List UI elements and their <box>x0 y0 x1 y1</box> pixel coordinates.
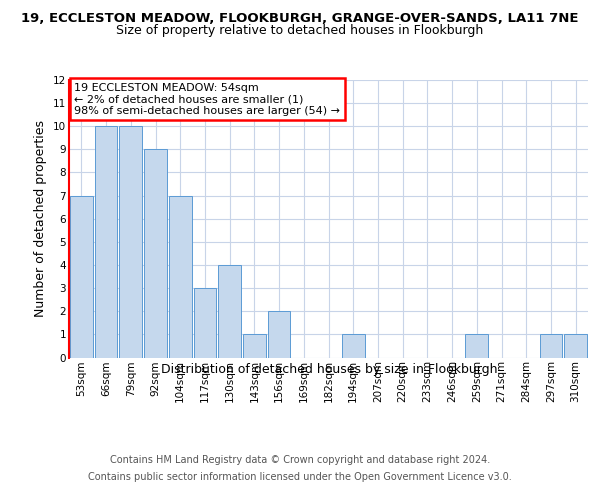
Bar <box>144 150 167 358</box>
Bar <box>268 311 290 358</box>
Bar <box>218 265 241 358</box>
Bar <box>169 196 191 358</box>
Text: Distribution of detached houses by size in Flookburgh: Distribution of detached houses by size … <box>161 362 497 376</box>
Text: Size of property relative to detached houses in Flookburgh: Size of property relative to detached ho… <box>116 24 484 37</box>
Bar <box>119 126 142 358</box>
Bar <box>243 334 266 357</box>
Bar <box>70 196 93 358</box>
Bar <box>95 126 118 358</box>
Bar <box>564 334 587 357</box>
Text: Contains HM Land Registry data © Crown copyright and database right 2024.: Contains HM Land Registry data © Crown c… <box>110 455 490 465</box>
Bar <box>194 288 216 358</box>
Text: 19, ECCLESTON MEADOW, FLOOKBURGH, GRANGE-OVER-SANDS, LA11 7NE: 19, ECCLESTON MEADOW, FLOOKBURGH, GRANGE… <box>21 12 579 26</box>
Y-axis label: Number of detached properties: Number of detached properties <box>34 120 47 318</box>
Bar <box>539 334 562 357</box>
Text: Contains public sector information licensed under the Open Government Licence v3: Contains public sector information licen… <box>88 472 512 482</box>
Bar <box>466 334 488 357</box>
Bar <box>342 334 365 357</box>
Text: 19 ECCLESTON MEADOW: 54sqm
← 2% of detached houses are smaller (1)
98% of semi-d: 19 ECCLESTON MEADOW: 54sqm ← 2% of detac… <box>74 83 340 116</box>
